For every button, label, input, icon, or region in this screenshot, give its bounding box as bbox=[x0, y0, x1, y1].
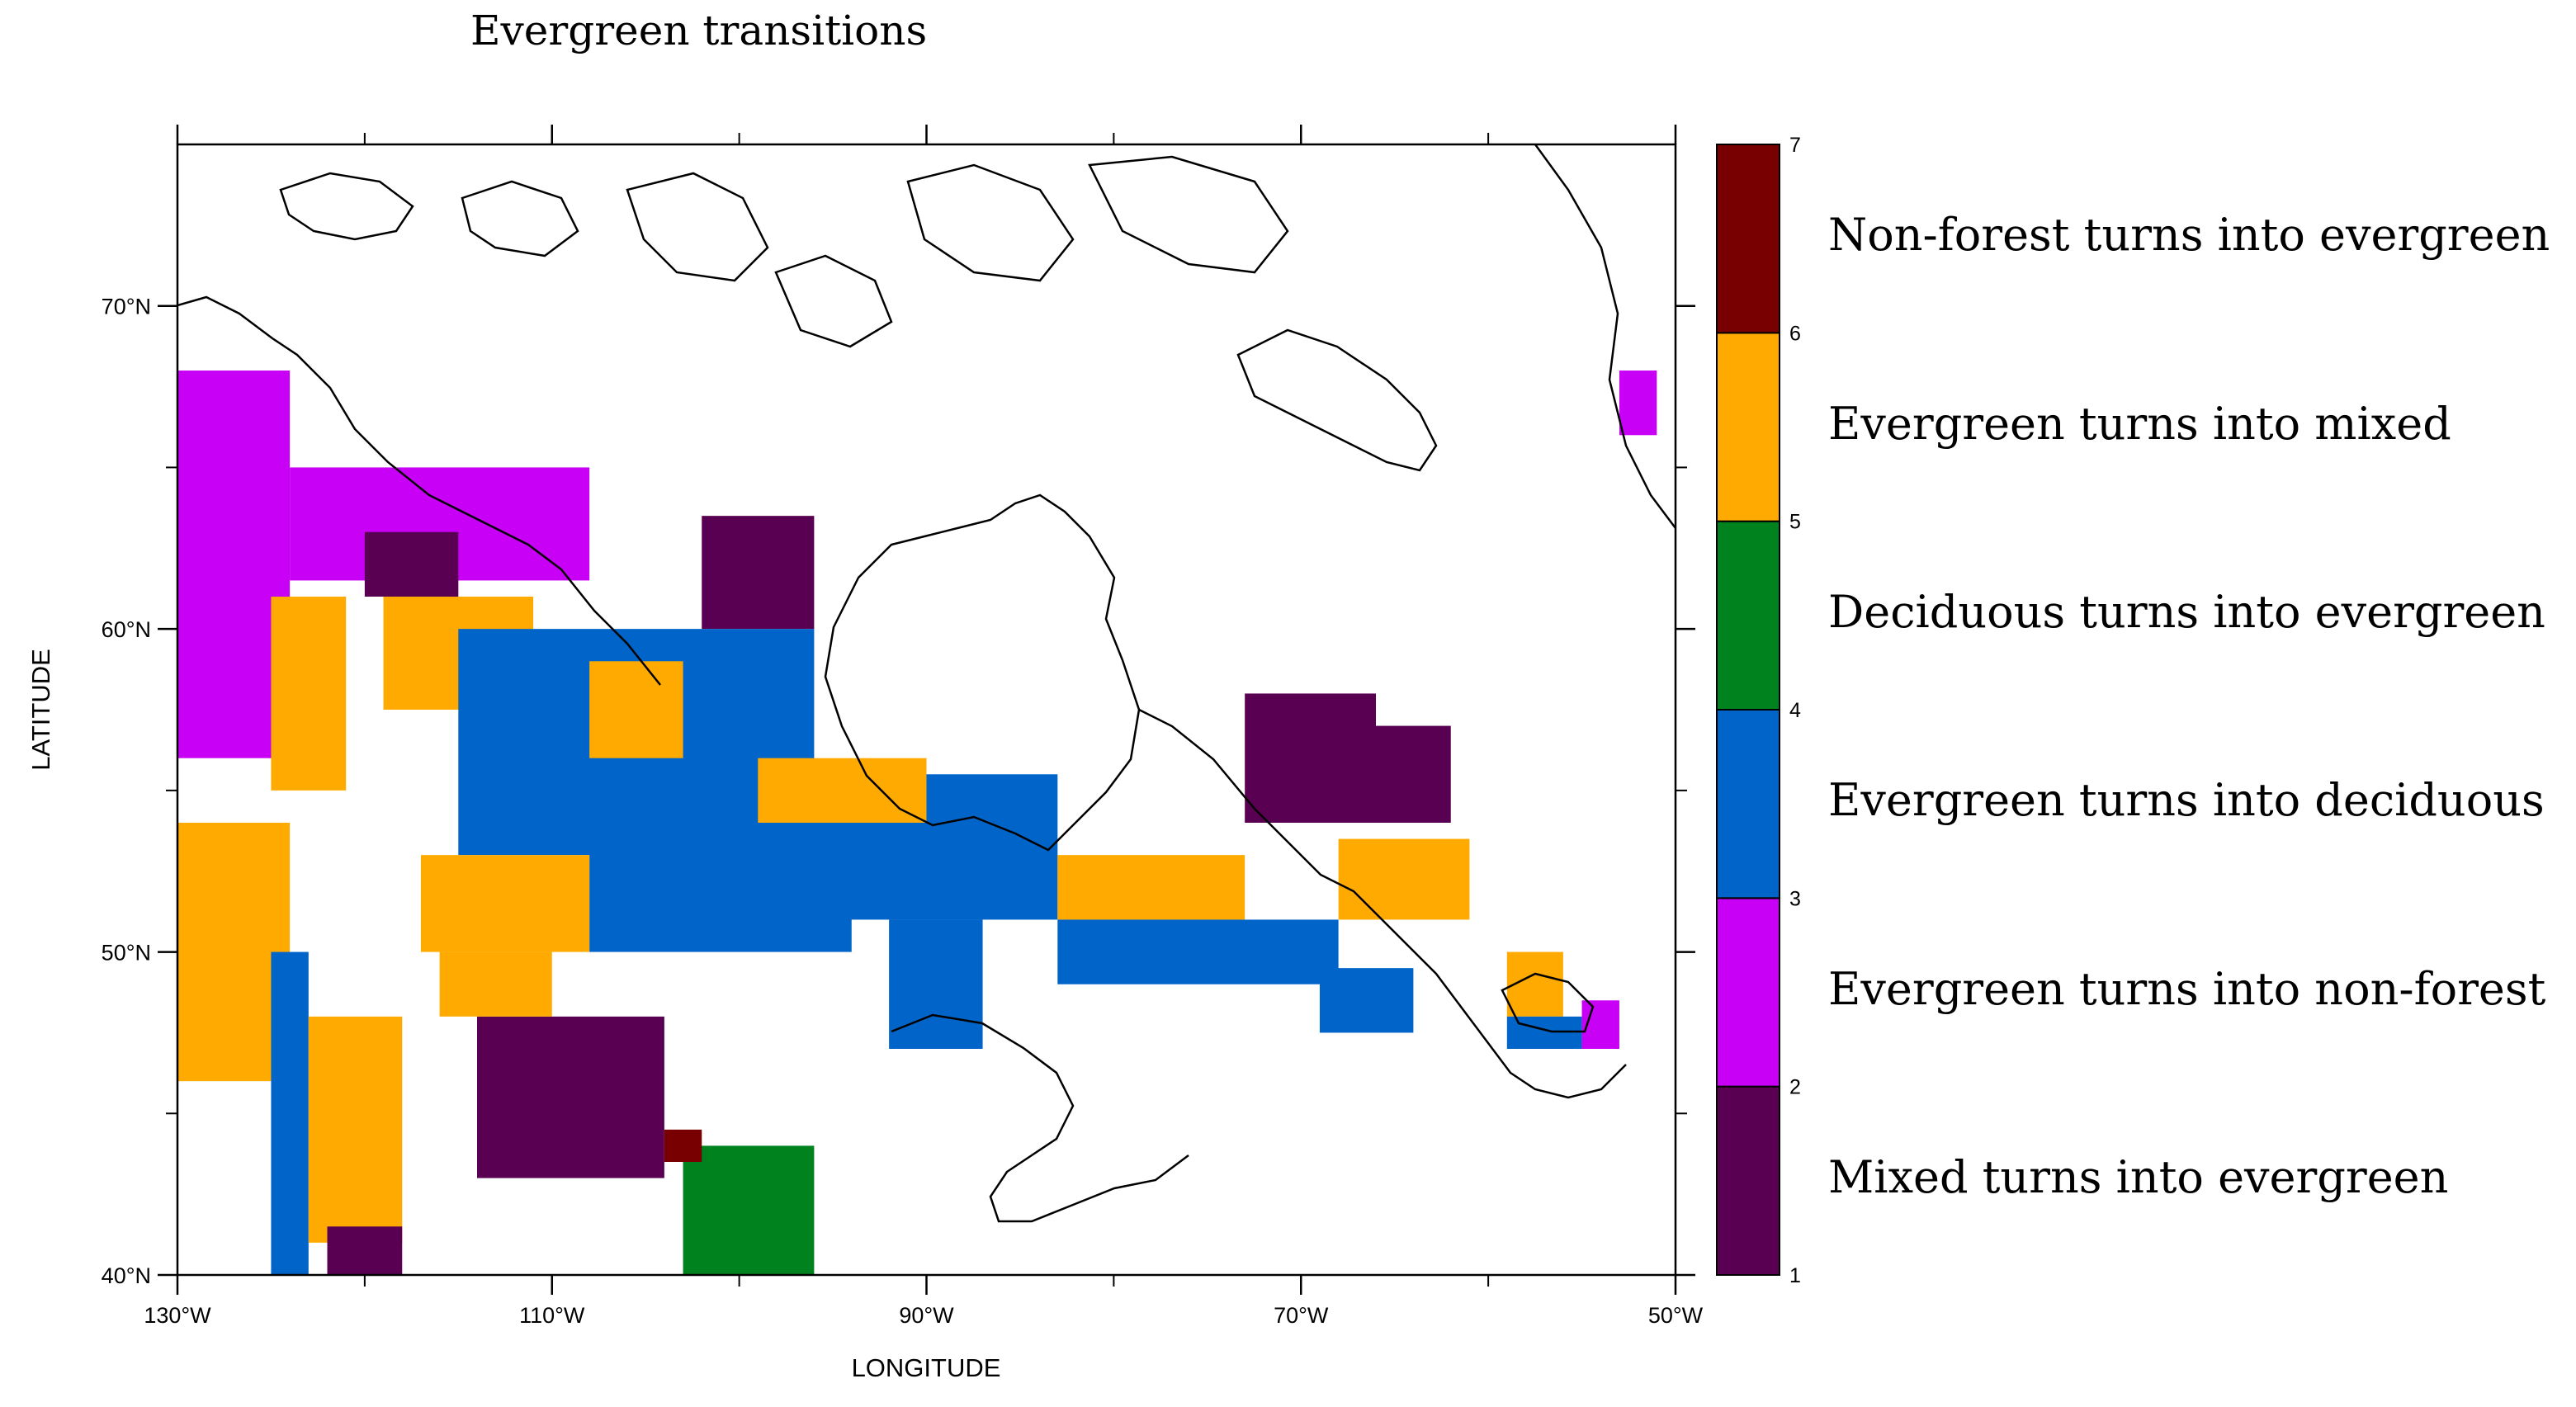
region-class-3-24 bbox=[271, 951, 309, 1275]
colorbar-swatch-2 bbox=[1716, 897, 1780, 1088]
region-class-5-13 bbox=[1057, 855, 1245, 920]
legend-label-5: Evergreen turns into mixed bbox=[1828, 397, 2451, 450]
coastlines bbox=[177, 144, 1676, 1223]
y-axis-label: LATITUDE bbox=[26, 649, 55, 771]
region-class-1-4 bbox=[364, 531, 459, 597]
legend-label-3: Evergreen turns into deciduous bbox=[1828, 774, 2545, 827]
region-class-5-11 bbox=[420, 855, 590, 952]
legend-label-6: Non-forest turns into evergreen bbox=[1828, 209, 2550, 262]
region-class-5-18 bbox=[1338, 838, 1470, 920]
region-class-1-26 bbox=[327, 1226, 403, 1275]
pacific-arctic-coast bbox=[177, 295, 661, 686]
region-class-6-30 bbox=[664, 1129, 702, 1162]
colorbar-tick-6: 6 bbox=[1789, 322, 1801, 345]
region-class-1-16 bbox=[1245, 693, 1376, 823]
colorbar-swatch-4 bbox=[1716, 520, 1780, 711]
region-class-3-8 bbox=[589, 823, 852, 952]
colorbar-swatch-3 bbox=[1716, 709, 1780, 899]
arctic-island-1 bbox=[279, 172, 414, 241]
y-tick-label-1: 50°N bbox=[102, 941, 151, 966]
y-tick-label-0: 40°N bbox=[102, 1263, 151, 1288]
legend-label-4: Deciduous turns into evergreen bbox=[1828, 585, 2545, 638]
arctic-island-6 bbox=[1088, 155, 1289, 274]
colorbar-tick-7: 7 bbox=[1789, 134, 1801, 157]
greenland-coast bbox=[1534, 144, 1676, 529]
region-class-1-17 bbox=[1376, 725, 1451, 823]
arctic-island-4 bbox=[774, 254, 893, 348]
region-class-3-20 bbox=[1506, 1016, 1582, 1049]
great-lakes bbox=[891, 1013, 1189, 1223]
arctic-island-2 bbox=[461, 180, 579, 257]
arctic-island-5 bbox=[906, 163, 1075, 282]
baffin-island bbox=[1236, 328, 1438, 472]
x-axis-label: LONGITUDE bbox=[852, 1353, 1001, 1382]
hudson-bay-shore bbox=[824, 493, 1141, 852]
x-tick-label-1: 110°W bbox=[519, 1303, 585, 1328]
colorbar-tick-3: 3 bbox=[1789, 887, 1801, 910]
colorbar-tick-1: 1 bbox=[1789, 1264, 1801, 1287]
region-class-4-29 bbox=[683, 1145, 815, 1275]
colorbar: 1 2 3 4 5 6 7 bbox=[1716, 134, 1801, 1287]
region-class-3-14 bbox=[1057, 919, 1339, 984]
colorbar-swatch-1 bbox=[1716, 1085, 1780, 1276]
transition-cells bbox=[177, 371, 1657, 1275]
region-class-5-25 bbox=[308, 1016, 403, 1243]
colorbar-swatch-5 bbox=[1716, 332, 1780, 522]
arctic-island-3 bbox=[626, 172, 769, 282]
colorbar-tick-5: 5 bbox=[1789, 511, 1801, 534]
x-tick-label-3: 70°W bbox=[1274, 1303, 1329, 1328]
axes-ticks: 130°W 110°W 90°W 70°W 50°W 40°N 50°N 60°N 70°N bbox=[102, 125, 1704, 1328]
region-class-5-7 bbox=[589, 661, 683, 758]
legend-label-1: Mixed turns into evergreen bbox=[1828, 1150, 2449, 1203]
colorbar-tick-2: 2 bbox=[1789, 1076, 1801, 1099]
y-tick-label-3: 70°N bbox=[102, 295, 151, 319]
y-tick-label-2: 60°N bbox=[102, 617, 151, 642]
region-class-5-2 bbox=[271, 597, 347, 791]
chart-title: Evergreen transitions bbox=[470, 7, 928, 54]
region-class-5-28 bbox=[439, 951, 552, 1017]
x-tick-label-2: 90°W bbox=[899, 1303, 954, 1328]
region-class-1-5 bbox=[702, 516, 815, 630]
x-tick-label-0: 130°W bbox=[144, 1303, 211, 1328]
region-class-1-27 bbox=[477, 1016, 664, 1178]
region-class-2-21 bbox=[1581, 1000, 1619, 1049]
colorbar-swatch-6 bbox=[1716, 144, 1780, 334]
region-class-5-12 bbox=[758, 758, 927, 823]
legend-label-2: Evergreen turns into non-forest bbox=[1828, 962, 2546, 1015]
newfoundland bbox=[1501, 972, 1595, 1033]
region-class-3-10 bbox=[889, 919, 983, 1049]
colorbar-tick-4: 4 bbox=[1789, 699, 1801, 722]
atlantic-coast bbox=[1138, 708, 1627, 1099]
x-tick-label-4: 50°W bbox=[1648, 1303, 1704, 1328]
region-class-3-15 bbox=[1319, 968, 1414, 1033]
region-class-2-22 bbox=[1619, 371, 1657, 436]
